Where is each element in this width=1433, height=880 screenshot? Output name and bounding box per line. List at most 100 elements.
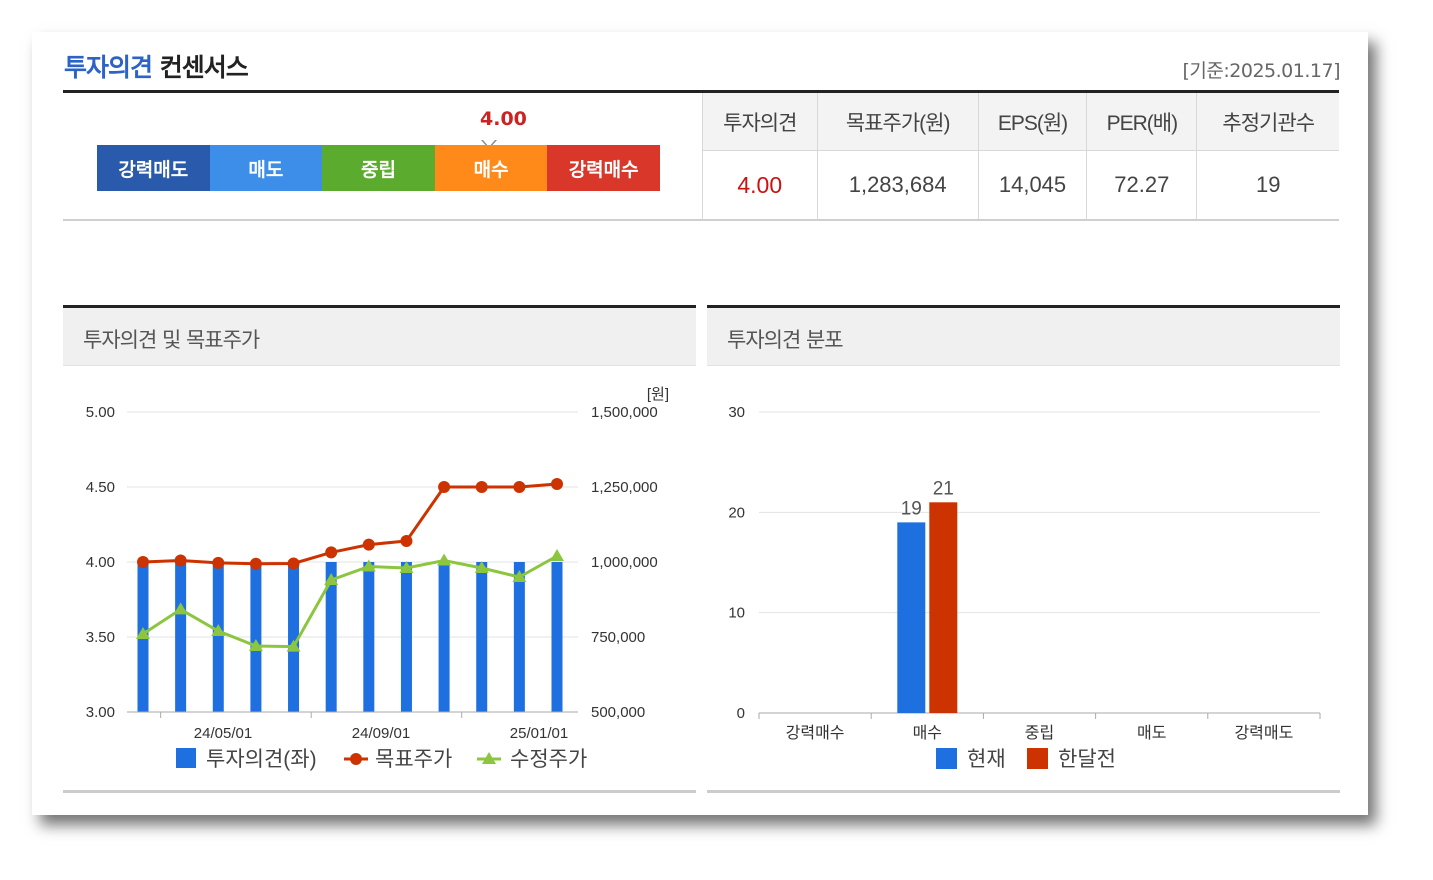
legend-adjusted-icon (482, 752, 496, 764)
opinion-bar (325, 562, 337, 712)
gauge-segment-sell: 매도 (209, 145, 323, 191)
target-price-point (400, 535, 413, 547)
adjusted-price-point (399, 561, 414, 573)
x-category-label: 중립 (1025, 724, 1054, 742)
opinion-bar (175, 562, 187, 712)
legend-current-swatch (936, 748, 957, 769)
adjusted-price-line (142, 554, 558, 649)
panel-header: 투자의견 및 목표주가 (63, 308, 696, 366)
summary-eps: 14,045 (977, 150, 1087, 219)
y-right-tick-label: 500,000 (591, 704, 645, 721)
panel-top-rule (707, 305, 1340, 308)
target-price-point (513, 481, 526, 493)
y-tick-label: 0 (737, 705, 745, 722)
opinion-gauge: 강력매도 매도 중립 매수 강력매수 (97, 145, 660, 191)
opinion-bar (288, 562, 300, 712)
opinion-bar (513, 562, 525, 712)
target-price-point (551, 478, 563, 490)
summary-target-price: 1,283,684 (816, 150, 979, 219)
distribution-bar (929, 502, 958, 713)
y-tick-label: 10 (728, 605, 745, 622)
summary-header: EPS(원) (977, 93, 1087, 151)
summary-header: 투자의견 (702, 93, 818, 151)
panel-title: 투자의견 및 목표주가 (83, 328, 260, 352)
consensus-card: 투자의견 컨센서스 [기준:2025.01.17] 4.00 강력매도 매도 중… (32, 32, 1368, 815)
gauge-segment-neutral: 중립 (322, 145, 435, 191)
summary-value-row: 4.00 1,283,684 14,045 72.27 19 (702, 150, 1339, 219)
opinion-distribution-chart: 30 20 10 0 강력매수 매수 중립 매도 강력매도 19 21 현재 한달전 (728, 404, 1321, 771)
legend-target-icon (350, 753, 362, 765)
y-left-tick-label: 4.00 (86, 554, 115, 571)
target-price-point (438, 481, 451, 493)
panel-bottom-rule (707, 790, 1340, 793)
title-rest: 컨센서스 (159, 53, 249, 82)
gauge-segment-strong-sell: 강력매도 (97, 145, 210, 191)
top-divider (63, 90, 1339, 93)
y-left-tick-label: 5.00 (86, 404, 115, 421)
gauge-segment-strong-buy: 강력매수 (547, 145, 660, 191)
adjusted-price-point (361, 559, 376, 572)
x-category-label: 강력매수 (786, 724, 845, 742)
y-tick-label: 30 (728, 404, 745, 421)
adjusted-price-point (173, 602, 188, 615)
gauge-marker-icon (481, 140, 497, 149)
y-tick-label: 20 (728, 504, 745, 521)
gauge-value: 4.00 (480, 108, 527, 130)
adjusted-price-point (550, 549, 564, 561)
opinion-bar (551, 562, 563, 712)
legend-opinion-swatch (176, 748, 196, 768)
legend-adjusted-label: 수정주가 (510, 748, 587, 771)
adjusted-price-point (324, 573, 339, 585)
adjusted-price-point (136, 627, 150, 639)
target-price-point (325, 546, 338, 559)
summary-header: PER(배) (1086, 93, 1197, 151)
summary-header-row: 투자의견 목표주가(원) EPS(원) PER(배) 추정기관수 (702, 93, 1339, 151)
x-category-label: 매수 (913, 724, 942, 742)
y-right-tick-label: 750,000 (591, 629, 645, 646)
summary-header: 목표주가(원) (816, 93, 979, 151)
opinion-target-chart: 5.00 4.50 4.00 3.50 3.00 1,500,000 1,250,000 1,… (86, 386, 669, 771)
panel-bottom-rule (63, 790, 696, 793)
opinion-bar (438, 562, 450, 712)
target-price-point (174, 554, 187, 567)
y-left-tick-label: 3.50 (86, 629, 115, 646)
page-title: 투자의견 컨센서스 (64, 48, 249, 84)
legend-month-ago-label: 한달전 (1058, 748, 1116, 771)
legend-opinion-label: 투자의견(좌) (206, 748, 317, 771)
opinion-bar (250, 562, 262, 712)
opinion-bar (476, 562, 488, 712)
panel-top-rule (63, 305, 696, 308)
legend-target-label: 목표주가 (375, 748, 452, 771)
legend-month-ago-swatch (1027, 748, 1048, 769)
opinion-bar (400, 562, 412, 712)
y-left-tick-label: 3.00 (86, 704, 115, 721)
summary-per: 72.27 (1086, 150, 1197, 219)
x-tick-label: 24/09/01 (352, 725, 410, 742)
adjusted-price-point (211, 624, 226, 636)
y-right-tick-label: 1,500,000 (591, 404, 658, 421)
title-highlight: 투자의견 (64, 53, 153, 82)
y-right-tick-label: 1,250,000 (591, 479, 658, 496)
adjusted-price-point (474, 561, 489, 573)
target-price-point (212, 556, 225, 569)
x-category-label: 강력매도 (1234, 724, 1293, 742)
summary-table: 투자의견 목표주가(원) EPS(원) PER(배) 추정기관수 4.00 1,… (702, 93, 1339, 219)
target-price-point (137, 556, 149, 568)
adjusted-price-point (248, 639, 263, 651)
target-price-point (362, 538, 375, 551)
x-category-label: 매도 (1137, 724, 1166, 742)
adjusted-price-point (437, 553, 452, 566)
target-price-point (475, 481, 488, 493)
bar-value-label: 19 (901, 498, 922, 519)
panel-header: 투자의견 분포 (707, 308, 1340, 366)
adjusted-price-point (286, 639, 301, 652)
opinion-target-panel: 투자의견 및 목표주가 5.00 4.50 4.00 3.50 3.00 1,500,00… (63, 305, 696, 793)
opinion-bar (363, 562, 375, 712)
target-price-point (287, 557, 300, 570)
summary-institution-count: 19 (1196, 150, 1339, 219)
x-tick-label: 24/05/01 (194, 725, 252, 742)
adjusted-price-point (512, 570, 527, 582)
legend-current-label: 현재 (967, 748, 1006, 771)
summary-divider (63, 219, 1339, 221)
panel-title: 투자의견 분포 (727, 328, 844, 352)
